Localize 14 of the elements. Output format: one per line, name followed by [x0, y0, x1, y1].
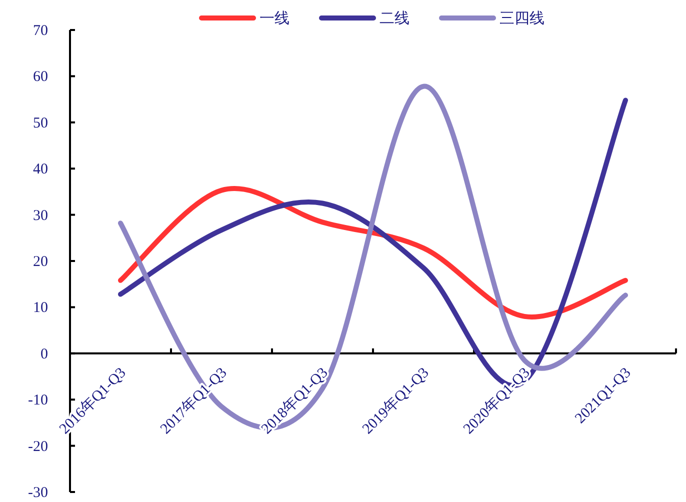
y-tick-label: 30 [33, 208, 48, 224]
y-tick-label: 70 [33, 23, 48, 39]
y-tick-label: 60 [33, 69, 48, 86]
y-tick-label: 50 [33, 115, 48, 132]
y-tick-label: -20 [28, 438, 48, 455]
y-tick-label: 20 [33, 254, 48, 270]
legend-label: 一线 [260, 10, 290, 27]
y-tick-label: 10 [33, 300, 48, 316]
legend-label: 二线 [380, 10, 410, 27]
y-tick-label: 0 [40, 346, 48, 362]
legend-label: 三四线 [500, 10, 544, 27]
y-tick-label: -10 [28, 392, 48, 409]
y-tick-label: -30 [28, 485, 48, 501]
y-tick-label: 40 [33, 162, 48, 178]
